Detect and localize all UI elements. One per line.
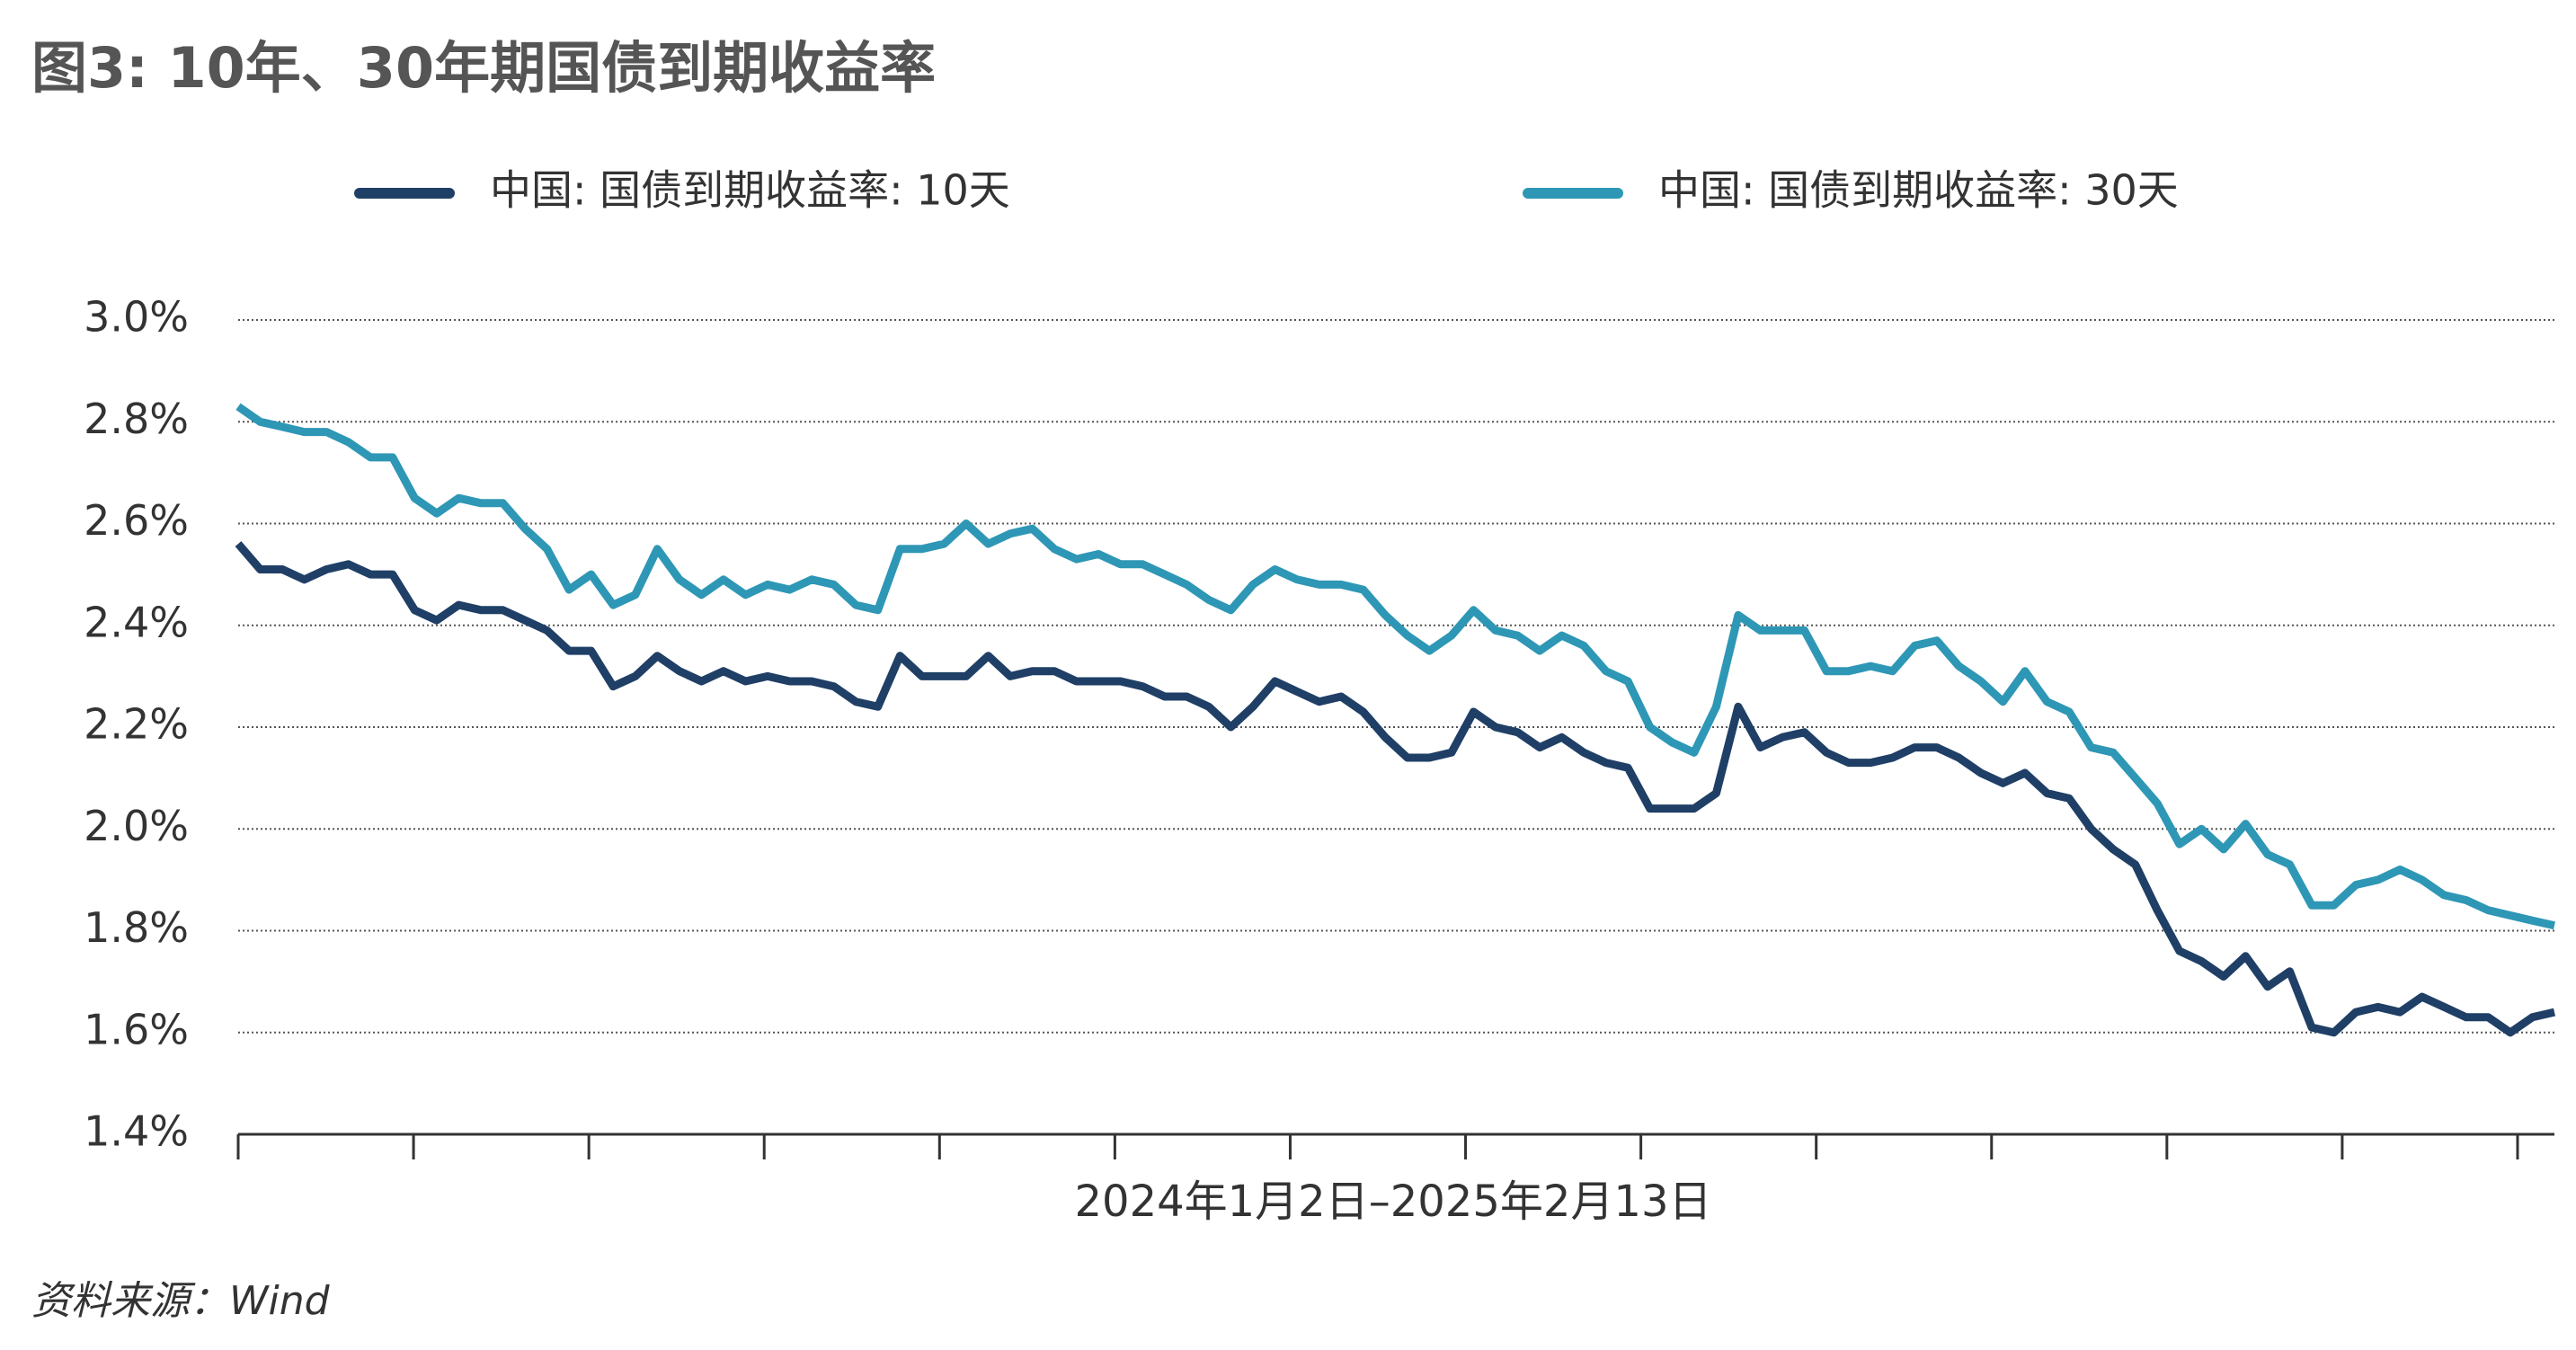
y-tick-label: 1.8% <box>84 903 189 952</box>
series-line <box>235 403 2556 930</box>
y-tick-label: 2.8% <box>84 395 189 443</box>
y-tick-label: 2.4% <box>84 598 189 646</box>
chart-title: 图3: 10年、30年期国债到期收益率 <box>31 35 936 101</box>
y-tick-label: 3.0% <box>84 293 189 342</box>
legend-label: 中国: 国债到期收益率: 30天 <box>1658 166 2179 215</box>
y-tick-label: 2.2% <box>84 700 189 749</box>
y-tick-label: 2.6% <box>84 496 189 545</box>
series-line <box>235 541 2556 1037</box>
x-axis-label: 2024年1月2日–2025年2月13日 <box>1074 1177 1711 1227</box>
legend-label: 中国: 国债到期收益率: 10天 <box>490 166 1010 215</box>
y-tick-label: 2.0% <box>84 802 189 850</box>
y-tick-label: 1.6% <box>84 1005 189 1053</box>
source: 资料来源：Wind <box>31 1278 331 1324</box>
y-tick-label: 1.4% <box>84 1107 189 1156</box>
